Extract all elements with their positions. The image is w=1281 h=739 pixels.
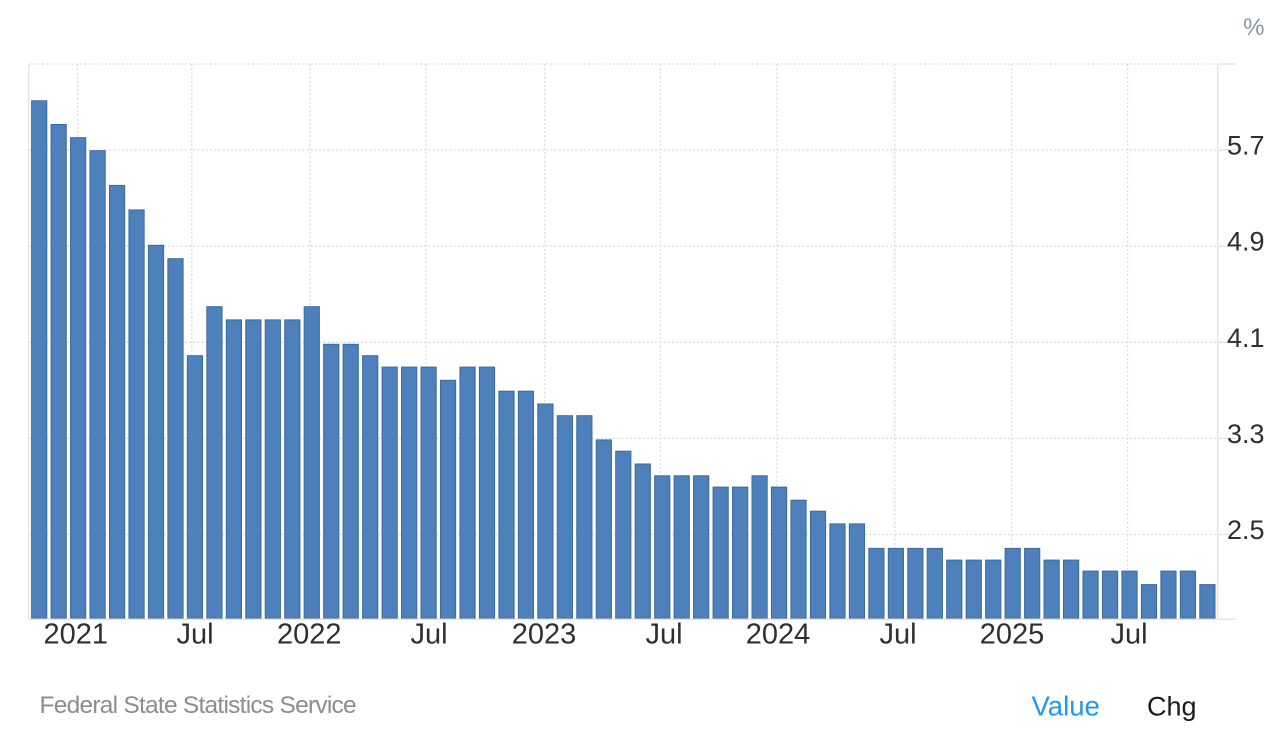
svg-text:Jul: Jul — [1110, 619, 1147, 651]
svg-text:Chg: Chg — [1147, 692, 1197, 722]
svg-text:2.5: 2.5 — [1227, 515, 1265, 545]
svg-text:2021: 2021 — [44, 619, 109, 651]
svg-text:4.9: 4.9 — [1227, 227, 1265, 257]
svg-text:Jul: Jul — [879, 619, 916, 651]
svg-text:3.3: 3.3 — [1227, 419, 1265, 449]
svg-text:4.1: 4.1 — [1227, 323, 1265, 353]
svg-text:Jul: Jul — [645, 619, 682, 651]
svg-text:Federal State Statistics Servi: Federal State Statistics Service — [40, 692, 357, 719]
svg-text:Jul: Jul — [176, 619, 213, 651]
svg-text:Value: Value — [1032, 691, 1100, 722]
svg-text:5.7: 5.7 — [1227, 131, 1265, 161]
svg-text:Jul: Jul — [410, 619, 447, 651]
svg-text:2023: 2023 — [512, 619, 577, 651]
svg-text:2024: 2024 — [746, 619, 811, 651]
svg-text:2022: 2022 — [277, 619, 342, 651]
svg-text:2025: 2025 — [980, 619, 1045, 651]
svg-text:%: % — [1243, 14, 1264, 41]
